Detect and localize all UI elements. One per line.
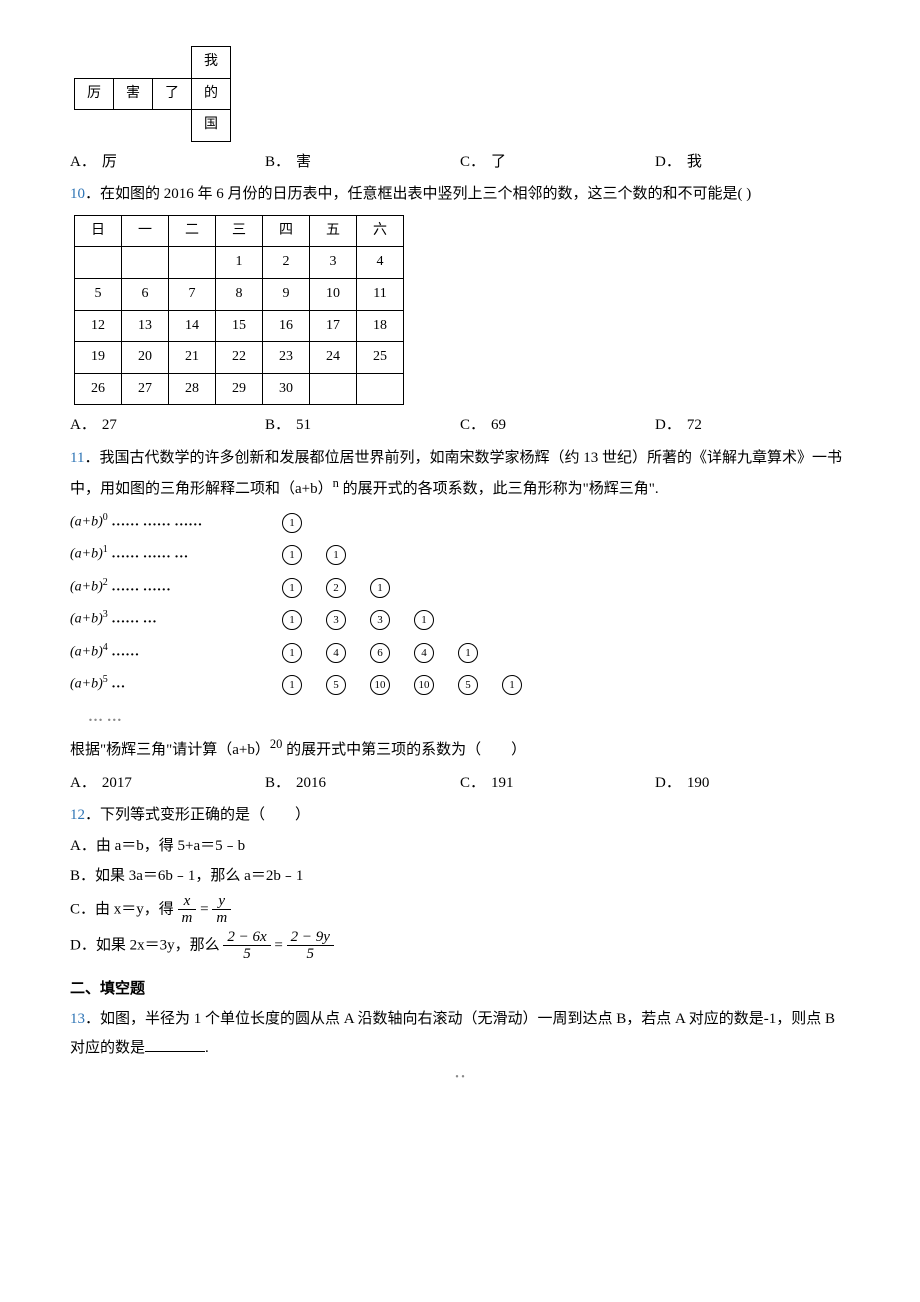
opt-text: 51 [296, 417, 311, 433]
q13-text2: . [205, 1040, 209, 1056]
opt-text: 2016 [296, 775, 326, 791]
cross-cell: 的 [192, 78, 231, 110]
opt-text: 27 [102, 417, 117, 433]
footer-dots: • • [70, 1068, 850, 1087]
q12-opt-C: C．由 x＝y，得 xm = ym [70, 893, 850, 927]
triangle-row: (a+b)4 ……14641 [70, 638, 850, 667]
opt-text: 69 [491, 417, 506, 433]
q11-stem: 11．我国古代数学的许多创新和发展都位居世界前列，如南宋数学家杨辉（约 13 世… [70, 444, 850, 504]
q10-options: A．27 B．51 C．69 D．72 [70, 411, 850, 440]
cross-cell: 了 [153, 78, 192, 110]
cross-cell: 国 [192, 110, 231, 142]
q11-num: 11 [70, 450, 84, 466]
q12-num: 12 [70, 807, 85, 823]
opt-text: 2017 [102, 775, 132, 791]
cal-head: 三 [216, 215, 263, 247]
q11-text1b: 的展开式的各项系数，此三角形称为"杨辉三角". [339, 481, 659, 497]
q10-num: 10 [70, 186, 85, 202]
cross-cell: 我 [192, 47, 231, 79]
opt-text: 191 [491, 775, 514, 791]
q10-text: ．在如图的 2016 年 6 月份的日历表中，任意框出表中竖列上三个相邻的数，这… [85, 186, 751, 202]
section-2-title: 二、填空题 [70, 975, 850, 1004]
cal-head: 四 [263, 215, 310, 247]
opt-text: 72 [687, 417, 702, 433]
cross-cell: 害 [114, 78, 153, 110]
cal-head: 一 [122, 215, 169, 247]
yanghui-triangle: (a+b)0 …… …… ……1 (a+b)1 …… …… …11 (a+b)2 …… [70, 508, 850, 699]
cal-head: 六 [357, 215, 404, 247]
triangle-row: (a+b)5 …15101051 [70, 670, 850, 699]
cal-head: 日 [75, 215, 122, 247]
cal-head: 二 [169, 215, 216, 247]
q12-stem: 12．下列等式变形正确的是（ ） [70, 801, 850, 830]
cross-table: 我 厉 害 了 的 国 [74, 46, 231, 142]
opt-text: 190 [687, 775, 710, 791]
cross-cell: 厉 [75, 78, 114, 110]
q13-num: 13 [70, 1011, 85, 1027]
triangle-row: (a+b)0 …… …… ……1 [70, 508, 850, 537]
triangle-row: (a+b)2 …… ……121 [70, 573, 850, 602]
q13-stem: 13．如图，半径为 1 个单位长度的圆从点 A 沿数轴向右滚动（无滑动）一周到达… [70, 1005, 850, 1062]
calendar-table: 日 一 二 三 四 五 六 1234 567891011 12131415161… [74, 215, 404, 406]
triangle-row: (a+b)1 …… …… …11 [70, 540, 850, 569]
opt-text: 厉 [102, 154, 117, 170]
cal-head: 五 [310, 215, 357, 247]
q12-text: ．下列等式变形正确的是（ ） [85, 807, 310, 823]
q12-opt-D: D．如果 2x＝3y，那么 2 − 6x5 = 2 − 9y5 [70, 929, 850, 963]
q12-opt-A: A．由 a＝b，得 5+a＝5﹣b [70, 832, 850, 861]
triangle-tail: … … [88, 703, 850, 732]
opt-text: 了 [491, 154, 506, 170]
q12-opt-B: B．如果 3a＝6b﹣1，那么 a＝2b﹣1 [70, 862, 850, 891]
q10-stem: 10．在如图的 2016 年 6 月份的日历表中，任意框出表中竖列上三个相邻的数… [70, 180, 850, 209]
q11-options: A．2017 B．2016 C．191 D．190 [70, 769, 850, 798]
opt-text: 害 [296, 154, 311, 170]
q9-options: A．厉 B．害 C．了 D．我 [70, 148, 850, 177]
q13-blank [145, 1037, 205, 1052]
triangle-row: (a+b)3 …… …1331 [70, 605, 850, 634]
opt-text: 我 [687, 154, 702, 170]
q11-ask: 根据"杨辉三角"请计算（a+b）20 的展开式中第三项的系数为（ ） [70, 733, 850, 765]
